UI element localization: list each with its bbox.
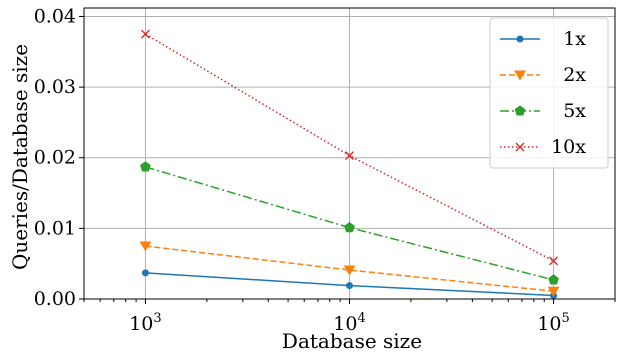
x-axis-label: Database size — [282, 329, 422, 353]
data-point-5x — [140, 161, 151, 172]
data-point-10x — [140, 29, 150, 39]
legend-item-1x: 1x — [500, 28, 586, 50]
data-point-1x — [141, 269, 149, 277]
legend-item-2x: 2x — [500, 64, 586, 86]
legend-item-10x: 10x — [500, 136, 586, 158]
y-tick-label: 0.04 — [34, 5, 76, 27]
legend-label: 1x — [563, 28, 586, 50]
x-tick-label: 105 — [537, 311, 569, 335]
data-point-2x — [343, 265, 356, 276]
series-line-2x — [145, 245, 554, 292]
data-point-2x — [139, 241, 152, 252]
legend: 1x 2x 5x 10x — [489, 17, 609, 169]
legend-marker — [515, 142, 525, 152]
x-tick-label: 103 — [129, 311, 161, 335]
y-axis-label: Queries/Database size — [8, 44, 32, 270]
series-2x — [139, 241, 560, 297]
legend-label: 2x — [563, 64, 586, 86]
data-point-10x — [549, 256, 559, 266]
series-lines — [139, 29, 560, 299]
y-tick-label: 0.01 — [34, 217, 76, 239]
data-point-2x — [547, 286, 560, 297]
legend-marker — [516, 35, 524, 43]
legend-label: 5x — [563, 100, 586, 122]
data-point-5x — [548, 274, 559, 285]
y-tick-label: 0.00 — [34, 288, 76, 310]
x-tick-label: 104 — [333, 311, 365, 335]
legend-marker — [514, 105, 526, 116]
series-10x — [140, 29, 559, 266]
data-point-10x — [345, 151, 354, 161]
ticks: 0.00 0.01 0.02 0.03 0.04 103 104 105 — [34, 5, 616, 335]
y-tick-label: 0.02 — [34, 147, 76, 169]
legend-label: 10x — [551, 136, 586, 158]
legend-marker — [514, 70, 526, 81]
legend-box — [489, 17, 609, 169]
data-point-1x — [346, 282, 353, 290]
series-5x — [140, 161, 559, 285]
legend-item-5x: 5x — [500, 100, 586, 122]
y-tick-label: 0.03 — [34, 76, 76, 98]
data-point-5x — [344, 222, 355, 233]
